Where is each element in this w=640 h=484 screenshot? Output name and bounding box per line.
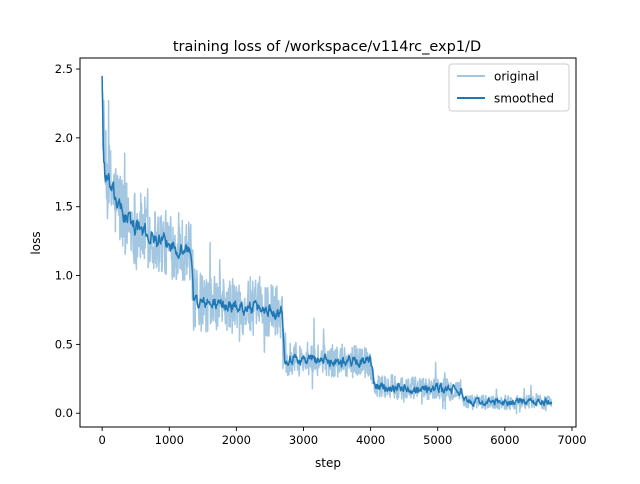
y-axis: 0.0 0.5 1.0 1.5 2.0 2.5 xyxy=(55,62,80,420)
chart-title: training loss of /workspace/v114rc_exp1/… xyxy=(173,39,481,55)
y-tick-label: 2.5 xyxy=(55,62,73,76)
x-tick-label: 5000 xyxy=(423,433,452,447)
x-tick-label: 7000 xyxy=(557,433,586,447)
series-line-smoothed xyxy=(101,75,553,408)
x-tick-label: 1000 xyxy=(155,433,184,447)
legend: original smoothed xyxy=(448,63,570,112)
x-tick-label: 6000 xyxy=(490,433,519,447)
series-line-original xyxy=(101,85,553,415)
y-tick-label: 2.0 xyxy=(55,131,73,145)
x-tick-label: 4000 xyxy=(356,433,385,447)
x-tick-label: 2000 xyxy=(222,433,251,447)
y-tick-label: 0.0 xyxy=(55,406,73,420)
series-layer xyxy=(101,75,553,415)
x-axis-label: step xyxy=(315,456,341,470)
legend-label-original: original xyxy=(494,70,539,84)
legend-label-smoothed: smoothed xyxy=(494,92,554,106)
plot-frame xyxy=(79,57,577,428)
x-axis: 0 1000 2000 3000 4000 5000 6000 7000 xyxy=(98,427,587,447)
x-tick-label: 3000 xyxy=(289,433,318,447)
x-tick-label: 0 xyxy=(98,433,105,447)
y-tick-label: 1.5 xyxy=(55,200,73,214)
y-axis-label: loss xyxy=(29,231,43,254)
y-tick-label: 1.0 xyxy=(55,269,73,283)
y-tick-label: 0.5 xyxy=(55,337,73,351)
